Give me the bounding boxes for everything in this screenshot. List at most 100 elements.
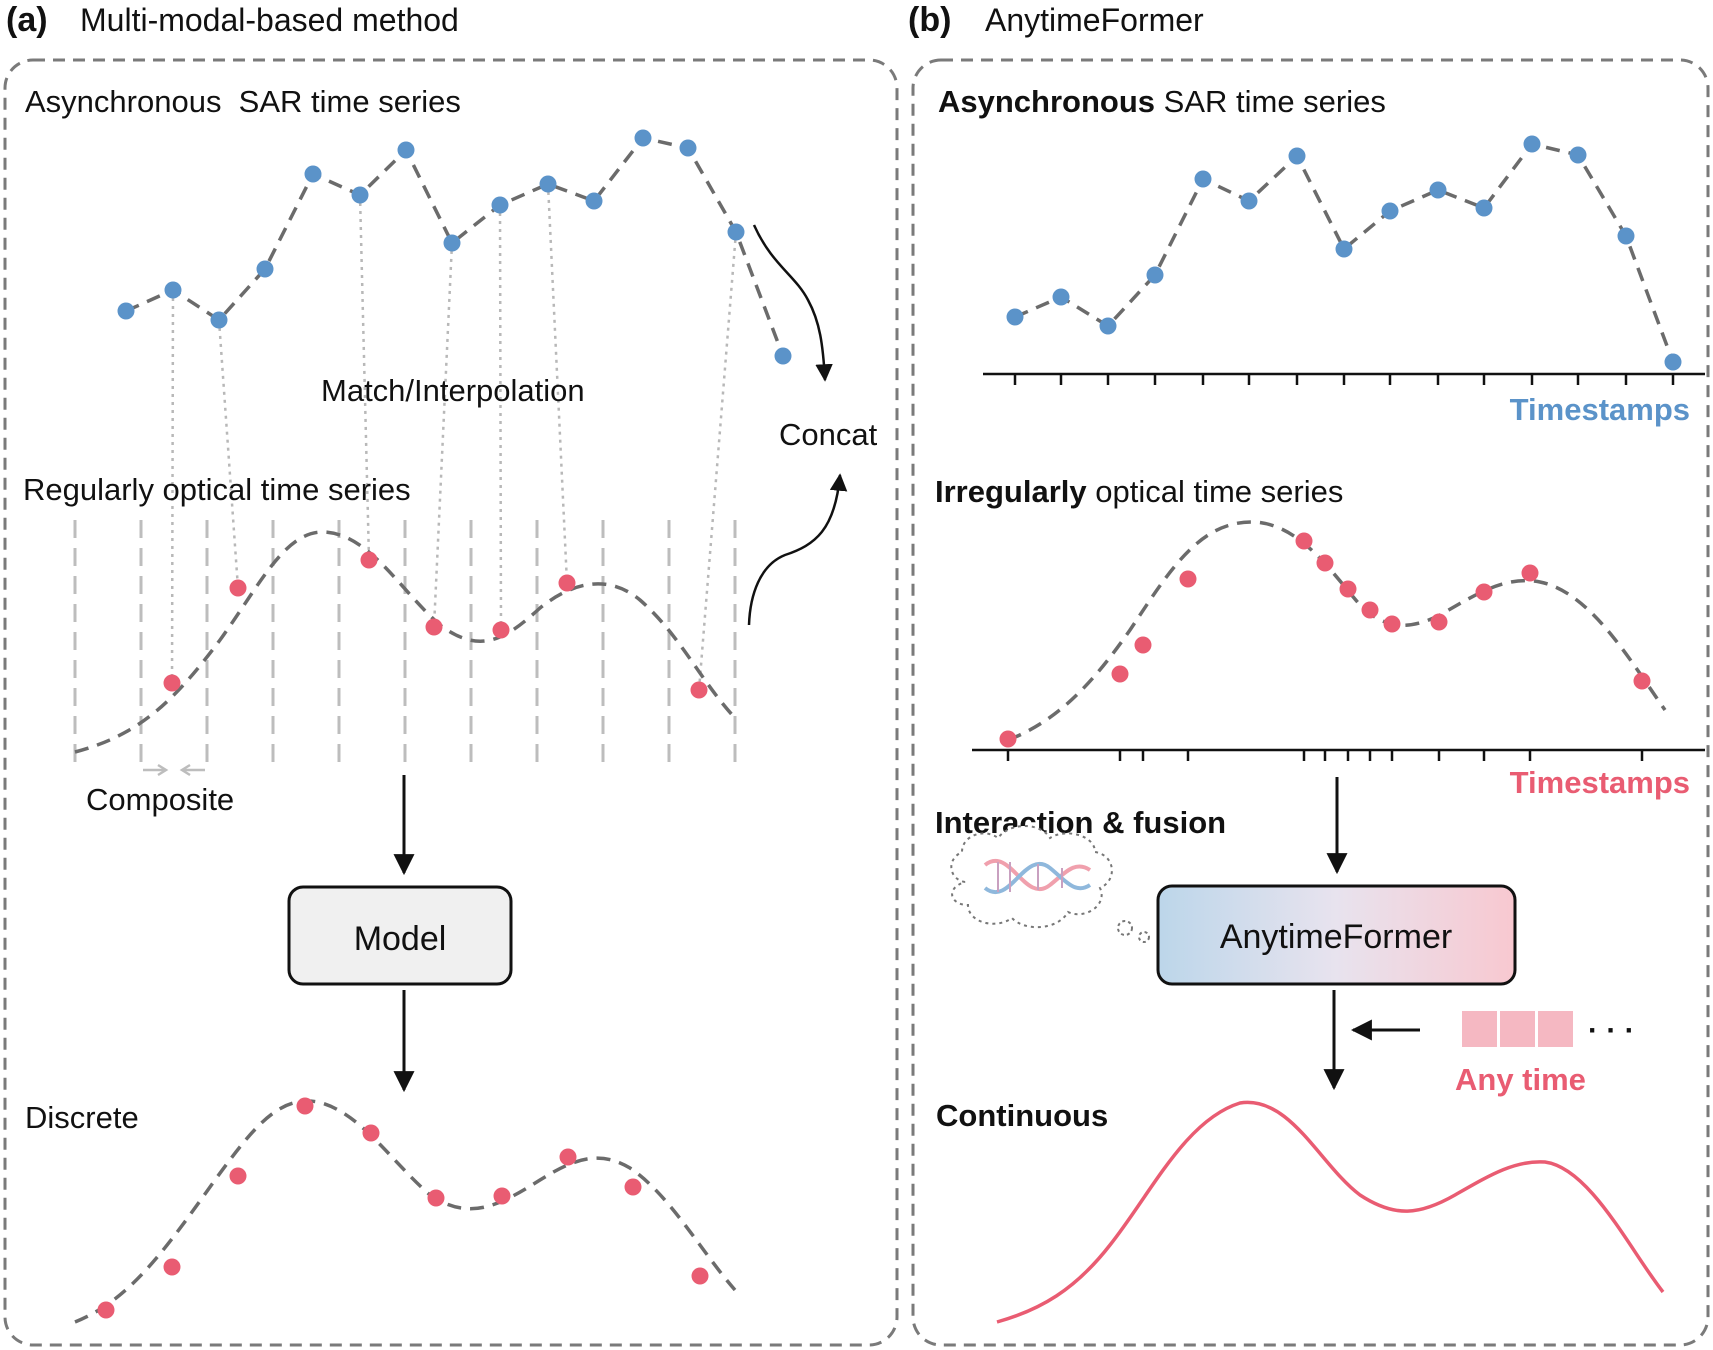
sar-point: [164, 281, 182, 299]
model-box: [287, 885, 513, 986]
optical-point: [1134, 636, 1152, 654]
sar-point: [585, 192, 603, 210]
discrete-point: [163, 1258, 181, 1276]
composite-label: Composite: [86, 782, 234, 817]
sar-point: [634, 129, 652, 147]
panel-b-sar-label: Asynchronous SAR time series: [938, 84, 1386, 119]
optical-point: [1521, 564, 1539, 582]
composite-arrows: [143, 763, 205, 777]
sar-point: [774, 347, 792, 365]
model-label: Model: [354, 920, 447, 958]
thought-cloud-icon: [950, 825, 1150, 943]
time-token: [1536, 1009, 1575, 1049]
panel-a-letter: (a): [6, 1, 48, 39]
optical-point: [360, 551, 378, 569]
optical-timestamps-label: Timestamps: [1510, 765, 1690, 800]
sar-points-a: [117, 129, 792, 365]
discrete-point: [296, 1097, 314, 1115]
discrete-point: [493, 1187, 511, 1205]
sar-point: [1006, 308, 1024, 326]
sar-point: [1052, 288, 1070, 306]
sar-timestamp-axis: [983, 372, 1705, 385]
time-token: [1498, 1009, 1537, 1049]
sar-point: [1240, 192, 1258, 210]
panel-b: (b) AnytimeFormer Asynchronous SAR time …: [908, 1, 1710, 1347]
sar-point: [1664, 353, 1682, 371]
sar-point: [1335, 240, 1353, 258]
match-interpolation-label: Match/Interpolation: [321, 373, 585, 408]
discrete-point: [624, 1178, 642, 1196]
optical-point: [1430, 613, 1448, 631]
optical-point: [425, 618, 443, 636]
sar-point: [117, 302, 135, 320]
panel-b-frame: [911, 58, 1710, 1347]
optical-point: [1383, 615, 1401, 633]
sar-point: [1288, 147, 1306, 165]
panel-a: (a) Multi-modal-based method Asynchronou…: [3, 1, 899, 1347]
sar-points-b: [1006, 135, 1682, 371]
sar-point: [1569, 146, 1587, 164]
sar-point: [351, 186, 369, 204]
sar-timestamps-label: Timestamps: [1510, 392, 1690, 427]
discrete-point: [691, 1267, 709, 1285]
panel-a-sar-label: Asynchronous SAR time series: [25, 84, 461, 119]
optical-curve-a: [74, 530, 737, 754]
discrete-curve: [74, 1099, 737, 1324]
sar-point: [256, 260, 274, 278]
sar-point: [491, 196, 509, 214]
optical-point: [229, 579, 247, 597]
optical-timestamp-axis: [972, 748, 1705, 761]
sar-point: [304, 165, 322, 183]
any-time-tokens: [1460, 1009, 1575, 1049]
panel-b-title: AnytimeFormer: [985, 2, 1204, 38]
sar-point: [1099, 317, 1117, 335]
sar-point: [397, 141, 415, 159]
discrete-point: [559, 1148, 577, 1166]
sar-point: [1381, 202, 1399, 220]
optical-point: [1339, 580, 1357, 598]
sar-point: [1429, 181, 1447, 199]
optical-point: [558, 574, 576, 592]
panel-a-title: Multi-modal-based method: [80, 2, 459, 38]
optical-point: [1295, 532, 1313, 550]
sar-series-line-b: [1014, 142, 1675, 363]
optical-point: [1316, 554, 1334, 572]
anytimeformer-label: AnytimeFormer: [1220, 918, 1452, 956]
any-time-ellipsis: · · ·: [1588, 1014, 1635, 1047]
sar-point: [1617, 227, 1635, 245]
optical-point: [690, 681, 708, 699]
sar-point: [679, 139, 697, 157]
time-token: [1460, 1009, 1499, 1049]
discrete-points: [97, 1097, 709, 1319]
sar-point: [210, 311, 228, 329]
sar-point: [443, 234, 461, 252]
continuous-label: Continuous: [936, 1098, 1108, 1133]
panel-a-frame: [3, 58, 899, 1347]
panel-a-optical-label: Regularly optical time series: [23, 472, 411, 507]
sar-point: [727, 223, 745, 241]
discrete-point: [229, 1167, 247, 1185]
discrete-label: Discrete: [25, 1100, 139, 1135]
match-lines: [170, 183, 738, 691]
concat-arrow-bottom: [747, 473, 848, 626]
sar-point: [1146, 266, 1164, 284]
optical-point: [1361, 601, 1379, 619]
optical-point: [999, 730, 1017, 748]
optical-point: [163, 674, 181, 692]
discrete-point: [427, 1189, 445, 1207]
sar-point: [1194, 170, 1212, 188]
concat-arrow-top: [752, 224, 833, 382]
panel-b-letter: (b): [908, 1, 951, 39]
panel-b-optical-label: Irregularly optical time series: [935, 474, 1343, 509]
sar-point: [1523, 135, 1541, 153]
discrete-point: [362, 1124, 380, 1142]
composite-bins: [73, 520, 737, 763]
any-time-label: Any time: [1455, 1062, 1586, 1097]
discrete-point: [97, 1301, 115, 1319]
optical-point: [1633, 672, 1651, 690]
optical-points-b: [999, 532, 1651, 748]
sar-point: [1475, 199, 1493, 217]
optical-curve-b: [1007, 520, 1667, 742]
optical-point: [1111, 665, 1129, 683]
